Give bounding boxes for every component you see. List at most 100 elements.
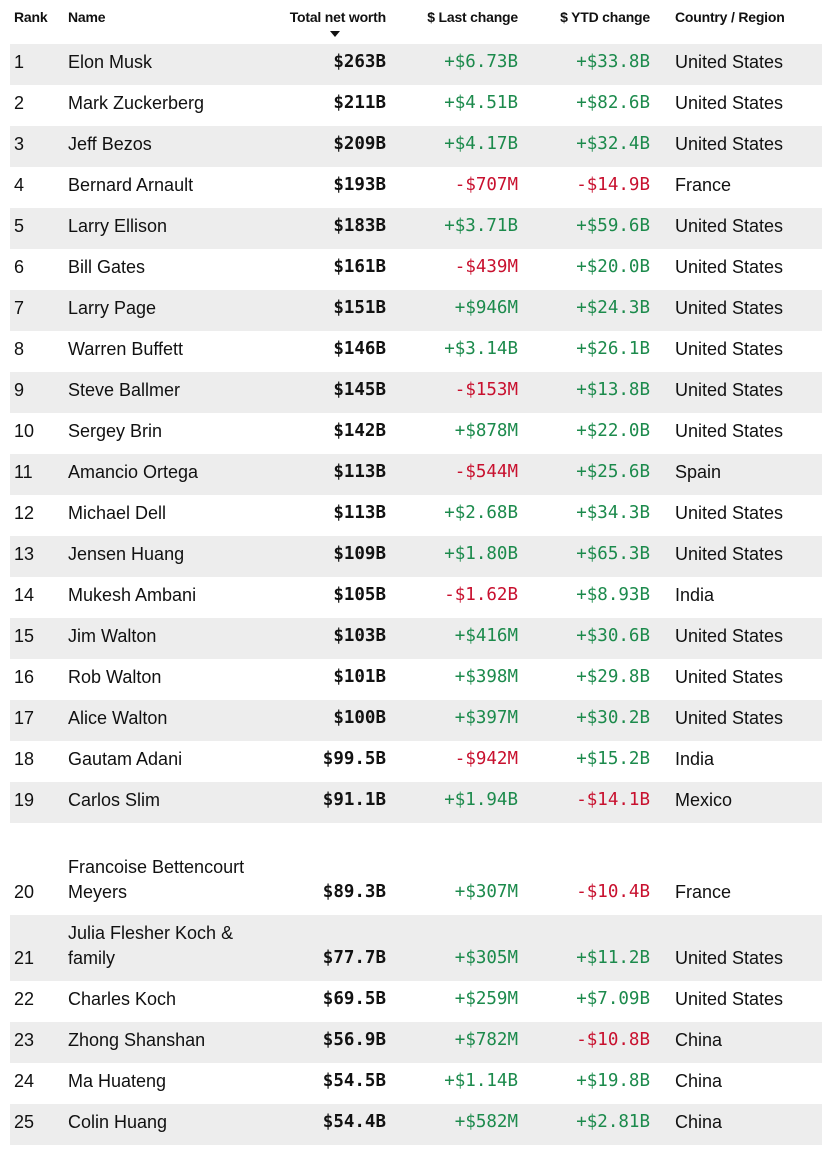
net-worth-cell: $103B <box>333 626 386 646</box>
country-cell: United States <box>675 667 784 687</box>
last-change-cell: -$439M <box>454 257 518 277</box>
table-row[interactable]: 21 Julia Flesher Koch & family $77.7B +$305… <box>10 915 822 981</box>
name-cell[interactable]: Bill Gates <box>68 257 146 277</box>
table-row[interactable]: 9 Steve Ballmer $145B -$153M +$13.8B United S… <box>10 372 822 413</box>
column-header-last-change[interactable]: $ Last change <box>427 9 518 25</box>
sort-descending-icon[interactable] <box>330 31 340 37</box>
name-cell[interactable]: Zhong Shanshan <box>68 1030 206 1050</box>
rank-cell: 17 <box>14 708 35 728</box>
table-row[interactable]: 14 Mukesh Ambani $105B -$1.62B +$8.93B India <box>10 577 822 618</box>
table-row[interactable]: 15 Jim Walton $103B +$416M +$30.6B United Sta… <box>10 618 822 659</box>
table-row[interactable]: 19 Carlos Slim $91.1B +$1.94B -$14.1B Mexico <box>10 782 822 823</box>
table-row[interactable]: 2 Mark Zuckerberg $211B +$4.51B +$82.6B Unite… <box>10 85 822 126</box>
table-row[interactable]: 16 Rob Walton $101B +$398M +$29.8B United Sta… <box>10 659 822 700</box>
last-change-cell: +$416M <box>454 626 518 646</box>
column-header-name[interactable]: Name <box>68 9 106 25</box>
ytd-change-cell: +$32.4B <box>576 134 650 154</box>
column-header-ytd-change[interactable]: $ YTD change <box>560 9 650 25</box>
name-cell[interactable]: Larry Ellison <box>68 216 168 236</box>
name-cell[interactable]: Francoise Bettencourt Meyers <box>68 857 245 902</box>
name-cell[interactable]: Amancio Ortega <box>68 462 199 482</box>
name-cell[interactable]: Elon Musk <box>68 52 153 72</box>
column-header-rank[interactable]: Rank <box>14 9 48 25</box>
last-change-cell: +$4.51B <box>444 93 518 113</box>
last-change-cell: +$3.71B <box>444 216 518 236</box>
country-cell: United States <box>675 544 784 564</box>
table-row[interactable]: 13 Jensen Huang $109B +$1.80B +$65.3B United … <box>10 536 822 577</box>
country-cell: United States <box>675 52 784 72</box>
name-cell[interactable]: Alice Walton <box>68 708 168 728</box>
name-cell[interactable]: Larry Page <box>68 298 157 318</box>
table-row[interactable]: 6 Bill Gates $161B -$439M +$20.0B United Stat… <box>10 249 822 290</box>
table-row[interactable]: 24 Ma Huateng $54.5B +$1.14B +$19.8B China <box>10 1063 822 1104</box>
table-row[interactable]: 23 Zhong Shanshan $56.9B +$782M -$10.8B China <box>10 1022 822 1063</box>
name-cell[interactable]: Jim Walton <box>68 626 157 646</box>
table-row[interactable]: 12 Michael Dell $113B +$2.68B +$34.3B United … <box>10 495 822 536</box>
ytd-change-cell: +$34.3B <box>576 503 650 523</box>
table-row[interactable]: 1 Elon Musk $263B +$6.73B +$33.8B United Stat… <box>10 44 822 85</box>
country-cell: France <box>675 882 732 902</box>
table-header: Rank Name Total net worth $ Last change … <box>0 0 822 44</box>
ytd-change-cell: +$26.1B <box>576 339 650 359</box>
net-worth-cell: $211B <box>333 93 386 113</box>
name-cell[interactable]: Colin Huang <box>68 1112 168 1132</box>
net-worth-cell: $69.5B <box>322 989 386 1009</box>
name-cell[interactable]: Julia Flesher Koch & family <box>68 923 234 968</box>
table-row[interactable]: 22 Charles Koch $69.5B +$259M +$7.09B United … <box>10 981 822 1022</box>
country-cell: China <box>675 1112 723 1132</box>
name-cell[interactable]: Mukesh Ambani <box>68 585 197 605</box>
country-cell: United States <box>675 339 784 359</box>
country-cell: United States <box>675 93 784 113</box>
name-cell[interactable]: Charles Koch <box>68 989 177 1009</box>
rank-cell: 19 <box>14 790 35 810</box>
ytd-change-cell: +$30.6B <box>576 626 650 646</box>
table-row[interactable]: 3 Jeff Bezos $209B +$4.17B +$32.4B United Sta… <box>10 126 822 167</box>
table-row[interactable]: 5 Larry Ellison $183B +$3.71B +$59.6B United … <box>10 208 822 249</box>
name-cell[interactable]: Steve Ballmer <box>68 380 181 400</box>
ytd-change-cell: -$14.9B <box>576 175 650 195</box>
net-worth-cell: $109B <box>333 544 386 564</box>
name-cell[interactable]: Mark Zuckerberg <box>68 93 205 113</box>
ytd-change-cell: +$82.6B <box>576 93 650 113</box>
name-cell[interactable]: Warren Buffett <box>68 339 184 359</box>
net-worth-cell: $183B <box>333 216 386 236</box>
table-row[interactable]: 25 Colin Huang $54.4B +$582M +$2.81B China <box>10 1104 822 1145</box>
name-cell[interactable]: Sergey Brin <box>68 421 163 441</box>
column-header-net-worth[interactable]: Total net worth <box>289 9 386 25</box>
table-row[interactable]: 18 Gautam Adani $99.5B -$942M +$15.2B India <box>10 741 822 782</box>
last-change-cell: +$582M <box>454 1112 518 1132</box>
country-cell: United States <box>675 948 784 968</box>
column-header-country[interactable]: Country / Region <box>675 9 785 25</box>
last-change-cell: -$942M <box>454 749 518 769</box>
ytd-change-cell: +$59.6B <box>576 216 650 236</box>
name-cell[interactable]: Michael Dell <box>68 503 167 523</box>
ytd-change-cell: +$7.09B <box>576 989 650 1009</box>
table-row[interactable]: 10 Sergey Brin $142B +$878M +$22.0B United St… <box>10 413 822 454</box>
country-cell: United States <box>675 421 784 441</box>
country-cell: United States <box>675 216 784 236</box>
ytd-change-cell: +$29.8B <box>576 667 650 687</box>
table-row[interactable]: 4 Bernard Arnault $193B -$707M -$14.9B France <box>10 167 822 208</box>
name-cell[interactable]: Ma Huateng <box>68 1071 167 1091</box>
table-row[interactable]: 11 Amancio Ortega $113B -$544M +$25.6B Spain <box>10 454 822 495</box>
rank-cell: 9 <box>14 380 25 400</box>
name-cell[interactable]: Bernard Arnault <box>68 175 194 195</box>
rank-cell: 2 <box>14 93 25 113</box>
name-cell[interactable]: Gautam Adani <box>68 749 183 769</box>
name-cell[interactable]: Rob Walton <box>68 667 162 687</box>
ytd-change-cell: +$33.8B <box>576 52 650 72</box>
table-row[interactable]: 20 Francoise Bettencourt Meyers $89.3B +$30… <box>10 823 822 915</box>
table-row[interactable]: 17 Alice Walton $100B +$397M +$30.2B United S… <box>10 700 822 741</box>
rank-cell: 12 <box>14 503 35 523</box>
table-row[interactable]: 7 Larry Page $151B +$946M +$24.3B United Stat… <box>10 290 822 331</box>
net-worth-cell: $151B <box>333 298 386 318</box>
name-cell[interactable]: Carlos Slim <box>68 790 161 810</box>
table-row[interactable]: 8 Warren Buffett $146B +$3.14B +$26.1B United… <box>10 331 822 372</box>
name-cell[interactable]: Jeff Bezos <box>68 134 152 154</box>
last-change-cell: +$3.14B <box>444 339 518 359</box>
rank-cell: 4 <box>14 175 25 195</box>
net-worth-cell: $263B <box>333 52 386 72</box>
country-cell: India <box>675 749 715 769</box>
name-cell[interactable]: Jensen Huang <box>68 544 185 564</box>
